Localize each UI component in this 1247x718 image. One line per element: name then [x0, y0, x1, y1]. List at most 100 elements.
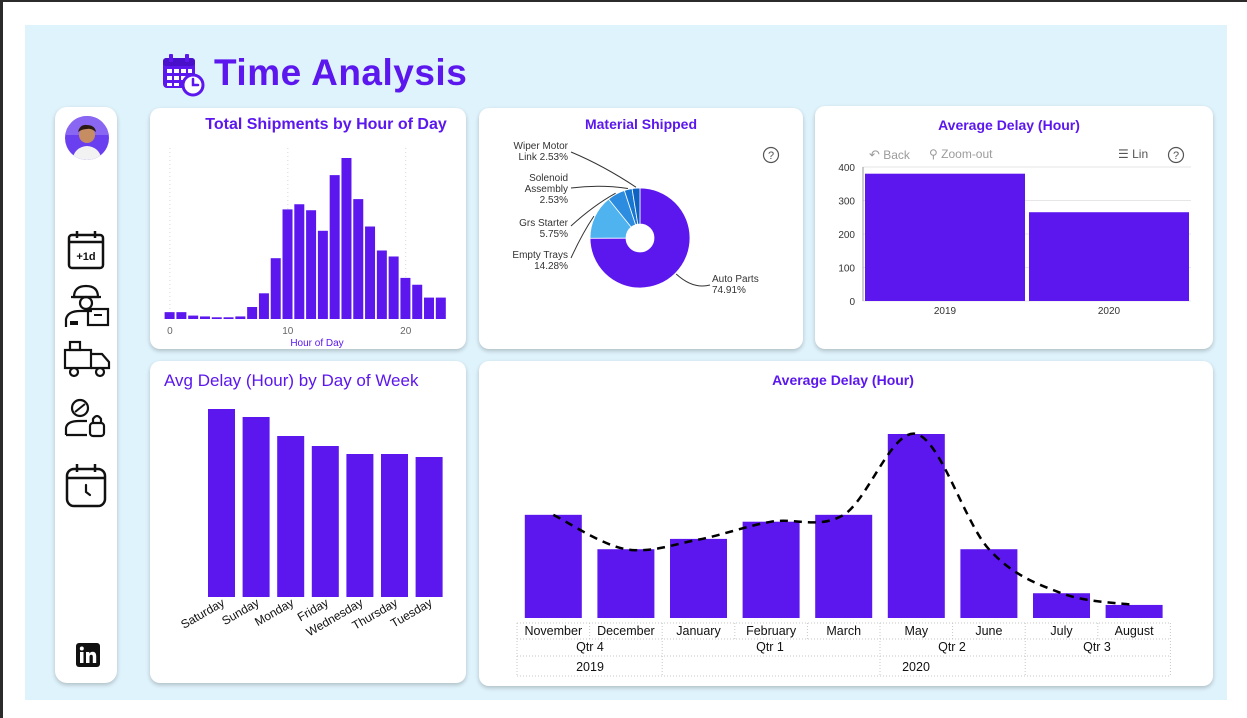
hourly-bar[interactable]: [317, 230, 328, 319]
donut-label: Solenoid Assembly 2.53%: [525, 173, 568, 206]
hourly-bar[interactable]: [176, 312, 187, 319]
delivery-truck-icon[interactable]: [62, 340, 112, 380]
donut-leader-line: [570, 192, 616, 227]
hourly-tick-label: 10: [282, 326, 294, 337]
avg-delay-year-chart: 0 100 200 300 400 2019 2020: [838, 163, 1191, 317]
weekday-bar[interactable]: [277, 436, 305, 597]
lin-label: Lin: [1132, 147, 1149, 161]
hourly-bar[interactable]: [223, 317, 234, 319]
donut-leader-line: [570, 151, 637, 188]
month-label: June: [975, 624, 1002, 638]
hourly-bar[interactable]: [400, 277, 411, 319]
back-label: Back: [883, 148, 910, 162]
person-lock-icon[interactable]: [63, 397, 109, 439]
hourly-bar[interactable]: [270, 258, 281, 319]
monthly-chart-title: Average Delay (Hour): [772, 372, 914, 388]
weekday-chart: SaturdaySundayMondayFridayWednesdayThurs…: [178, 409, 443, 639]
month-bar[interactable]: [670, 538, 727, 618]
back-button[interactable]: ↶ Back: [869, 147, 910, 163]
hourly-bar[interactable]: [424, 297, 435, 319]
hourly-bar[interactable]: [365, 226, 376, 319]
year-y-tick-label: 400: [838, 163, 855, 174]
calendar-plus-one-day-icon[interactable]: +1d: [66, 229, 106, 271]
hourly-bar[interactable]: [388, 256, 399, 319]
quarter-label: Qtr 1: [756, 640, 784, 654]
donut-slice[interactable]: [589, 187, 691, 289]
hourly-chart: 0 10 20 Hour of Day: [164, 148, 446, 349]
weekday-bar[interactable]: [381, 454, 408, 597]
year-bar[interactable]: [1029, 212, 1189, 301]
window-top-border: [0, 0, 1247, 2]
hourly-bar[interactable]: [247, 307, 258, 319]
zoom-out-button[interactable]: ⚲ Zoom-out: [929, 147, 993, 161]
hourly-bar[interactable]: [235, 316, 246, 319]
month-bar[interactable]: [960, 549, 1018, 618]
calendar-clock-icon[interactable]: [64, 461, 108, 509]
year-y-tick-label: 300: [838, 197, 855, 208]
donut-label: Wiper Motor Link 2.53%: [514, 141, 569, 163]
hourly-bar[interactable]: [211, 317, 222, 319]
hourly-shipments-card: Total Shipments by Hour of Day 0 10 20 Hou…: [150, 108, 466, 349]
month-bar[interactable]: [887, 434, 945, 618]
month-bar[interactable]: [1105, 604, 1163, 618]
avg-delay-year-card: Average Delay (Hour) ↶ Back ⚲ Zoom-out ☰…: [815, 106, 1213, 349]
weekday-bar[interactable]: [346, 454, 374, 597]
linear-scale-button[interactable]: ☰ Lin: [1118, 147, 1148, 161]
back-arrow-icon: ↶: [869, 147, 880, 162]
hourly-bar[interactable]: [282, 209, 293, 319]
hourly-bar[interactable]: [164, 312, 175, 319]
monthly-delay-card: Average Delay (Hour) November December Jan…: [479, 361, 1213, 686]
svg-text:+1d: +1d: [76, 251, 95, 263]
donut-label: Auto Parts 74.91%: [712, 274, 759, 296]
year-y-tick-label: 200: [838, 230, 855, 241]
month-label: July: [1050, 624, 1073, 638]
month-bar[interactable]: [524, 514, 582, 618]
hourly-bar[interactable]: [329, 175, 340, 319]
donut-leader-line: [570, 185, 629, 189]
weekday-bar[interactable]: [208, 409, 235, 597]
quarter-label: Qtr 4: [576, 640, 604, 654]
weekday-label: Monday: [252, 595, 296, 628]
month-bar[interactable]: [1033, 593, 1090, 618]
hourly-bar[interactable]: [258, 293, 269, 319]
quarter-label: Qtr 3: [1083, 640, 1111, 654]
hourly-bar[interactable]: [341, 158, 352, 319]
hourly-bar[interactable]: [199, 316, 210, 319]
help-icon[interactable]: ?: [762, 146, 780, 164]
hourly-chart-title: Total Shipments by Hour of Day: [205, 116, 447, 133]
month-bar[interactable]: [597, 549, 655, 618]
year-bar[interactable]: [865, 173, 1025, 301]
window-left-border: [0, 0, 3, 718]
hourly-bar[interactable]: [188, 315, 199, 319]
month-label: January: [676, 624, 721, 638]
donut-slice[interactable]: [631, 187, 641, 225]
avg-delay-year-title: Average Delay (Hour): [938, 117, 1080, 133]
svg-text:?: ?: [1173, 150, 1179, 162]
delivery-worker-icon[interactable]: [62, 281, 110, 329]
month-label: August: [1115, 624, 1154, 638]
month-bar[interactable]: [815, 514, 873, 618]
weekday-bar[interactable]: [242, 417, 270, 597]
weekday-chart-title: Avg Delay (Hour) by Day of Week: [164, 371, 419, 390]
avatar[interactable]: [64, 115, 110, 161]
month-label: March: [826, 624, 861, 638]
weekday-delay-card: Avg Delay (Hour) by Day of Week Saturday…: [150, 361, 466, 683]
page-title: Time Analysis: [214, 52, 468, 93]
month-bar[interactable]: [742, 521, 800, 618]
hourly-bar[interactable]: [376, 250, 387, 319]
calendar-clock-title-icon: [163, 54, 205, 97]
weekday-bar[interactable]: [415, 457, 443, 597]
hourly-tick-label: 0: [167, 326, 173, 337]
hourly-bar[interactable]: [412, 284, 423, 319]
linkedin-icon[interactable]: [76, 643, 100, 667]
donut-leader-line: [570, 215, 595, 259]
hourly-bar[interactable]: [294, 204, 305, 319]
material-shipped-card: Material Shipped Auto Parts 74.91% Empty T…: [479, 108, 803, 349]
hourly-bar[interactable]: [353, 199, 364, 319]
hourly-bar[interactable]: [435, 297, 446, 319]
help-icon[interactable]: ?: [1167, 146, 1185, 164]
weekday-bar[interactable]: [311, 446, 339, 597]
quarter-label: Qtr 2: [938, 640, 966, 654]
zoom-out-icon: ⚲: [929, 147, 938, 161]
hourly-bar[interactable]: [306, 210, 317, 319]
